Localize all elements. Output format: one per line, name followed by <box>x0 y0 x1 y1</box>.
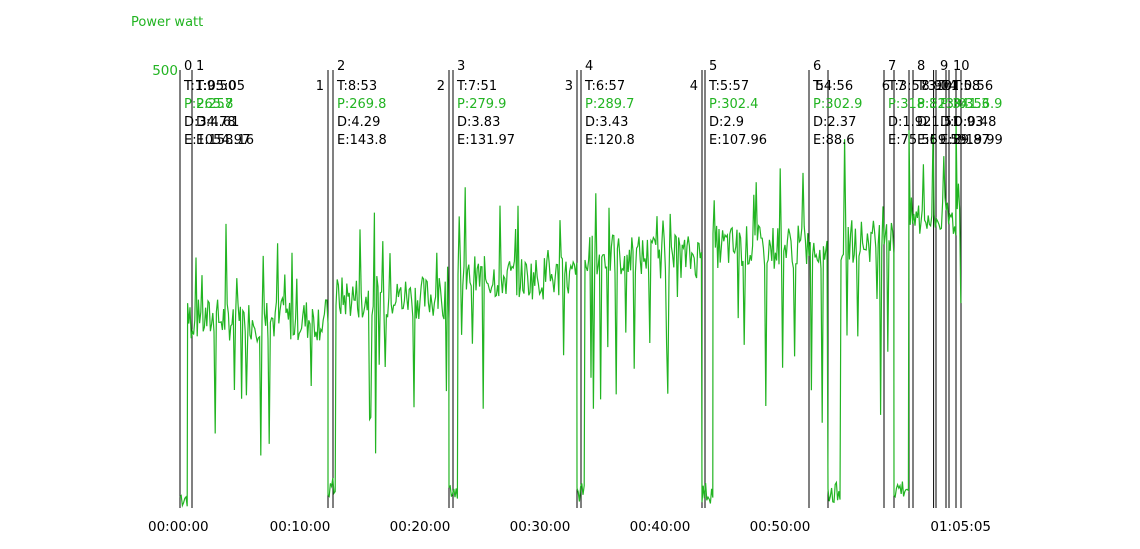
interval-stat-label: T:9:50 <box>195 79 236 94</box>
x-tick-label: 01:05:05 <box>930 519 991 535</box>
interval-stat-label: P:265.8 <box>184 97 233 112</box>
interval-stat-label: E:39.87 <box>940 133 990 148</box>
interval-stat-label: E:88.6 <box>813 133 855 148</box>
interval-stat-label: P:269.8 <box>337 97 386 112</box>
interval-stat-label: D:0.93 <box>940 115 983 130</box>
interval-stat-label: T:0:56 <box>952 79 993 94</box>
interval-stat-label: D:0.48 <box>953 115 996 130</box>
interval-stat-label: T:3:57 <box>887 79 928 94</box>
interval-stat-label: T:5:57 <box>708 79 749 94</box>
interval-stat-label: D:4.61 <box>196 115 239 130</box>
interval-stat-label: P:356.9 <box>953 97 1002 112</box>
interval-end-label: 4 <box>690 79 698 94</box>
interval-number-label: 3 <box>457 59 465 74</box>
interval-end-label: 10 <box>935 79 952 94</box>
interval-stat-label: P:318.8 <box>888 97 937 112</box>
interval-end-label: 8 <box>921 79 929 94</box>
interval-stat-label: T:1:05:05 <box>183 79 245 94</box>
interval-stat-label: E:158.16 <box>196 133 254 148</box>
interval-stat-label: P:341.3 <box>940 97 989 112</box>
x-tick-label: 00:00:00 <box>148 519 209 535</box>
x-tick-label: 00:30:00 <box>510 519 571 535</box>
interval-number-label: 2 <box>337 59 345 74</box>
interval-stat-label: P:289.7 <box>585 97 634 112</box>
interval-stat-label: T:3:04 <box>916 79 957 94</box>
interval-stat-label: T:7:51 <box>456 79 497 94</box>
interval-stat-label: D:1.51 <box>917 115 960 130</box>
interval-stat-label: P:302.4 <box>709 97 758 112</box>
interval-end-label: 6 <box>882 79 890 94</box>
interval-stat-label: E:107.96 <box>709 133 767 148</box>
interval-stat-label: P:257 <box>196 97 233 112</box>
interval-number-label: 6 <box>813 59 821 74</box>
interval-stat-label: E:75.56 <box>888 133 938 148</box>
interval-stat-label: D:2.9 <box>709 115 744 130</box>
interval-stat-label: D:2.37 <box>813 115 856 130</box>
interval-end-label: 3 <box>565 79 573 94</box>
interval-stat-label: E:143.8 <box>337 133 387 148</box>
y-tick-label: 500 <box>152 63 178 79</box>
interval-stat-label: D:3.83 <box>457 115 500 130</box>
interval-number-label: 10 <box>953 59 970 74</box>
interval-number-label: 7 <box>888 59 896 74</box>
x-tick-label: 00:40:00 <box>630 519 691 535</box>
power-series-line <box>179 115 962 508</box>
x-tick-label: 00:20:00 <box>390 519 451 535</box>
interval-end-label: 2 <box>437 79 445 94</box>
interval-stat-label: D:1.92 <box>888 115 931 130</box>
interval-stat-label: D:3.43 <box>585 115 628 130</box>
y-axis-title: Power watt <box>131 15 203 30</box>
x-tick-label: 00:50:00 <box>750 519 811 535</box>
interval-number-label: 5 <box>709 59 717 74</box>
interval-number-label: 8 <box>917 59 925 74</box>
interval-stat-label: E:1054.97 <box>184 133 250 148</box>
interval-stat-label: P:323.0 <box>917 97 966 112</box>
interval-stat-label: T:6:57 <box>584 79 625 94</box>
interval-end-label: 7 <box>897 79 905 94</box>
interval-end-label: 5 <box>816 79 824 94</box>
interval-number-label: 9 <box>940 59 948 74</box>
interval-stat-label: P:302.9 <box>813 97 862 112</box>
interval-stat-label: D:4.29 <box>337 115 380 130</box>
interval-end-label: 1 <box>316 79 324 94</box>
interval-stat-label: T:1:58 <box>939 79 980 94</box>
interval-stat-label: E:19.99 <box>953 133 1003 148</box>
interval-stat-label: T:8:53 <box>336 79 377 94</box>
interval-number-label: 1 <box>196 59 204 74</box>
interval-stat-label: E:131.97 <box>457 133 515 148</box>
interval-stat-label: T:4:56 <box>812 79 853 94</box>
interval-number-label: 0 <box>184 59 192 74</box>
interval-stat-label: E:120.8 <box>585 133 635 148</box>
interval-stat-label: D:34.78 <box>184 115 236 130</box>
interval-stat-label: E:59.59 <box>917 133 967 148</box>
x-tick-label: 00:10:00 <box>270 519 331 535</box>
interval-stat-label: P:279.9 <box>457 97 506 112</box>
interval-end-label: 9 <box>934 79 942 94</box>
interval-number-label: 4 <box>585 59 593 74</box>
